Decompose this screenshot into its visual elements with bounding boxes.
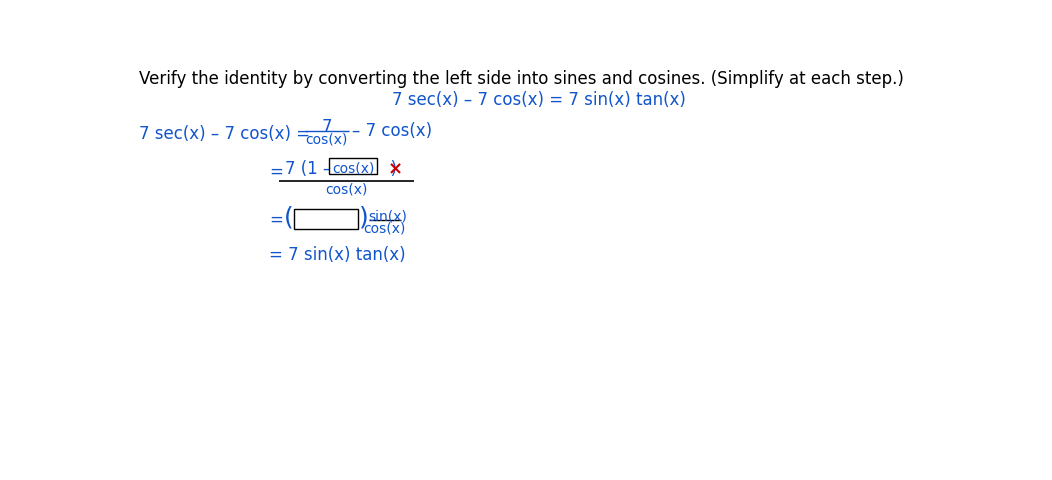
FancyBboxPatch shape bbox=[329, 158, 378, 174]
Text: ): ) bbox=[380, 160, 397, 178]
Text: 7 (1 –: 7 (1 – bbox=[285, 160, 331, 178]
Text: ): ) bbox=[359, 206, 368, 230]
Text: cos(x): cos(x) bbox=[332, 162, 375, 176]
Text: cos(x): cos(x) bbox=[325, 182, 368, 196]
Text: 7 sec(x) – 7 cos(x) = 7 sin(x) tan(x): 7 sec(x) – 7 cos(x) = 7 sin(x) tan(x) bbox=[392, 91, 686, 108]
Text: (: ( bbox=[283, 206, 294, 230]
Text: ×: × bbox=[387, 161, 402, 179]
FancyBboxPatch shape bbox=[295, 209, 358, 228]
Text: =: = bbox=[269, 210, 283, 228]
Text: Verify the identity by converting the left side into sines and cosines. (Simplif: Verify the identity by converting the le… bbox=[139, 70, 904, 88]
Text: – 7 cos(x): – 7 cos(x) bbox=[352, 121, 432, 140]
Text: 7: 7 bbox=[322, 118, 332, 136]
Text: sin(x): sin(x) bbox=[368, 209, 407, 223]
Text: =: = bbox=[269, 163, 283, 180]
Text: 7 sec(x) – 7 cos(x) =: 7 sec(x) – 7 cos(x) = bbox=[139, 125, 310, 144]
Text: cos(x): cos(x) bbox=[306, 132, 348, 146]
Text: cos(x): cos(x) bbox=[364, 222, 406, 236]
Text: = 7 sin(x) tan(x): = 7 sin(x) tan(x) bbox=[269, 246, 406, 264]
